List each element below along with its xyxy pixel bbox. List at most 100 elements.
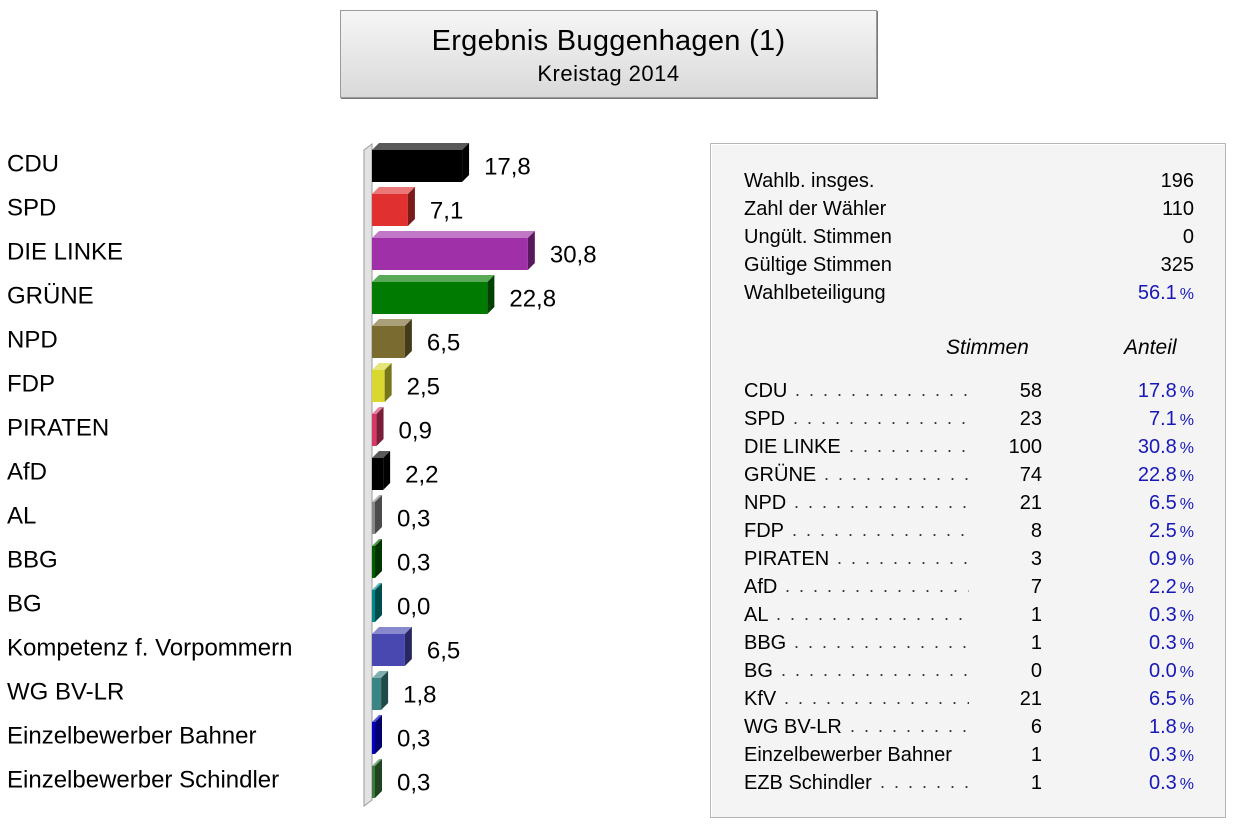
bar xyxy=(372,150,463,182)
column-header-share: Anteil xyxy=(1124,336,1177,359)
summary-stats: Wahlb. insges. 196 Zahl der Wähler 110 Ungül… xyxy=(744,170,1194,310)
value-label: 6,5 xyxy=(427,329,460,356)
party-share: 6.5% xyxy=(1148,492,1194,514)
bar-top-face xyxy=(372,451,391,458)
table-row: DIE LINKE . . . . . . . . . . . . 100 30.8… xyxy=(744,436,1194,464)
party-name: BG xyxy=(744,660,773,682)
party-votes: 6 xyxy=(1030,716,1042,738)
table-row: CDU . . . . . . . . . . . . . . . . . 58 1… xyxy=(744,380,1194,408)
dot-leader: . . . . . . . . . . . . . . . . . . xyxy=(785,576,969,596)
title-box: Ergebnis Buggenhagen (1) Kreistag 2014 xyxy=(340,10,877,98)
value-label: 0,3 xyxy=(397,769,430,796)
category-label: AL xyxy=(7,502,36,529)
bar-side-face xyxy=(383,451,391,490)
bar-side-face xyxy=(375,495,382,534)
dot-leader: . . . . . . . . . . . . . . . . . xyxy=(794,492,969,512)
category-label: FDP xyxy=(7,370,55,397)
stat-value: 196 xyxy=(1160,170,1194,192)
party-share: 6.5% xyxy=(1148,688,1194,710)
party-name: AfD xyxy=(744,576,778,598)
value-label: 7,1 xyxy=(430,197,463,224)
table-row: BBG . . . . . . . . . . . . . . . . . 1 0.… xyxy=(744,632,1194,660)
party-name: AL xyxy=(744,604,769,626)
category-label: AfD xyxy=(7,458,47,485)
party-share: 0.3% xyxy=(1148,604,1194,626)
dot-leader: . . . . . . . . . . . . . . . . . . xyxy=(784,688,969,708)
party-name: DIE LINKE xyxy=(744,436,841,458)
table-row: Einzelbewerber Bahner 1 0.3% xyxy=(744,744,1194,772)
results-panel: Wahlb. insges. 196 Zahl der Wähler 110 Ungül… xyxy=(710,143,1226,818)
table-row: NPD . . . . . . . . . . . . . . . . . 21 6… xyxy=(744,492,1194,520)
table-row: PIRATEN . . . . . . . . . . . . . 3 0.9% xyxy=(744,548,1194,576)
party-name: CDU xyxy=(744,380,788,402)
dot-leader: . . . . . . . . . . . . . . . . . xyxy=(792,520,969,540)
bar-top-face xyxy=(372,715,382,722)
category-label: NPD xyxy=(7,326,58,353)
bar-top-face xyxy=(372,671,389,678)
dot-leader: . . . . . . . . . . . . . . xyxy=(824,464,969,484)
category-label: SPD xyxy=(7,194,56,221)
party-votes: 7 xyxy=(1030,576,1042,598)
dot-leader: . . . . . . . . . . . . . . . . . . xyxy=(781,660,969,680)
bar-side-face xyxy=(404,627,412,666)
bar-side-face xyxy=(462,143,470,182)
value-label: 22,8 xyxy=(509,285,556,312)
bar xyxy=(372,238,528,270)
party-name: EZB Schindler xyxy=(744,772,872,794)
category-label: BG xyxy=(7,590,42,617)
value-label: 2,5 xyxy=(407,373,440,400)
bar-top-face xyxy=(372,759,382,766)
party-share: 7.1% xyxy=(1148,408,1194,430)
bar-side-face xyxy=(375,715,382,754)
party-share: 0.9% xyxy=(1148,548,1194,570)
dot-leader: . . . . . . . . . . . xyxy=(850,716,969,736)
party-votes: 1 xyxy=(1030,604,1042,626)
category-label: CDU xyxy=(7,150,59,177)
stat-row: Wahlb. insges. 196 xyxy=(744,170,1194,198)
bar-side-face xyxy=(376,407,384,446)
table-row: AfD . . . . . . . . . . . . . . . . . . 7… xyxy=(744,576,1194,604)
category-label: GRÜNE xyxy=(7,282,94,309)
bar xyxy=(372,370,385,402)
value-label: 17,8 xyxy=(484,153,531,180)
party-name: KfV xyxy=(744,688,777,710)
value-label: 6,5 xyxy=(427,637,460,664)
stat-value: 0 xyxy=(1182,226,1194,248)
party-votes: 100 xyxy=(1008,436,1042,458)
party-votes: 0 xyxy=(1030,660,1042,682)
bar xyxy=(372,766,375,798)
chart-subtitle: Kreistag 2014 xyxy=(537,61,680,86)
stat-label: Ungült. Stimmen xyxy=(744,226,892,248)
bar xyxy=(372,590,375,622)
party-name: GRÜNE xyxy=(744,464,817,486)
bar-top-face xyxy=(372,539,382,546)
value-label: 0,3 xyxy=(397,505,430,532)
party-share: 1.8% xyxy=(1148,716,1194,738)
bar-side-face xyxy=(527,231,535,270)
party-share: 0.3% xyxy=(1148,744,1194,766)
table-row: AL. . . . . . . . . . . . . . . . . . . … xyxy=(744,604,1194,632)
bar-side-face xyxy=(381,671,389,710)
party-share: 0.3% xyxy=(1148,632,1194,654)
table-row: KfV . . . . . . . . . . . . . . . . . . 2… xyxy=(744,688,1194,716)
bar-side-face xyxy=(487,275,495,314)
axis-wall xyxy=(363,143,373,807)
party-votes: 8 xyxy=(1030,520,1042,542)
value-label: 0,3 xyxy=(397,725,430,752)
bar xyxy=(372,502,375,534)
bar-side-face xyxy=(404,319,412,358)
stat-value: 110 xyxy=(1162,198,1194,220)
party-votes: 58 xyxy=(1019,380,1042,402)
party-votes: 1 xyxy=(1030,632,1042,654)
bar-top-face xyxy=(372,363,392,370)
table-row: GRÜNE . . . . . . . . . . . . . . 74 22.8% xyxy=(744,464,1194,492)
value-label: 0,3 xyxy=(397,549,430,576)
bar-top-face xyxy=(372,231,535,238)
party-share: 17.8% xyxy=(1137,380,1194,402)
stat-label: Wahlb. insges. xyxy=(744,170,875,192)
bar xyxy=(372,634,405,666)
dot-leader: . . . . . . . . . . . . . . . . . xyxy=(793,408,969,428)
party-name: PIRATEN xyxy=(744,548,830,570)
table-row: BG . . . . . . . . . . . . . . . . . . 0 0… xyxy=(744,660,1194,688)
party-votes: 1 xyxy=(1030,772,1042,794)
